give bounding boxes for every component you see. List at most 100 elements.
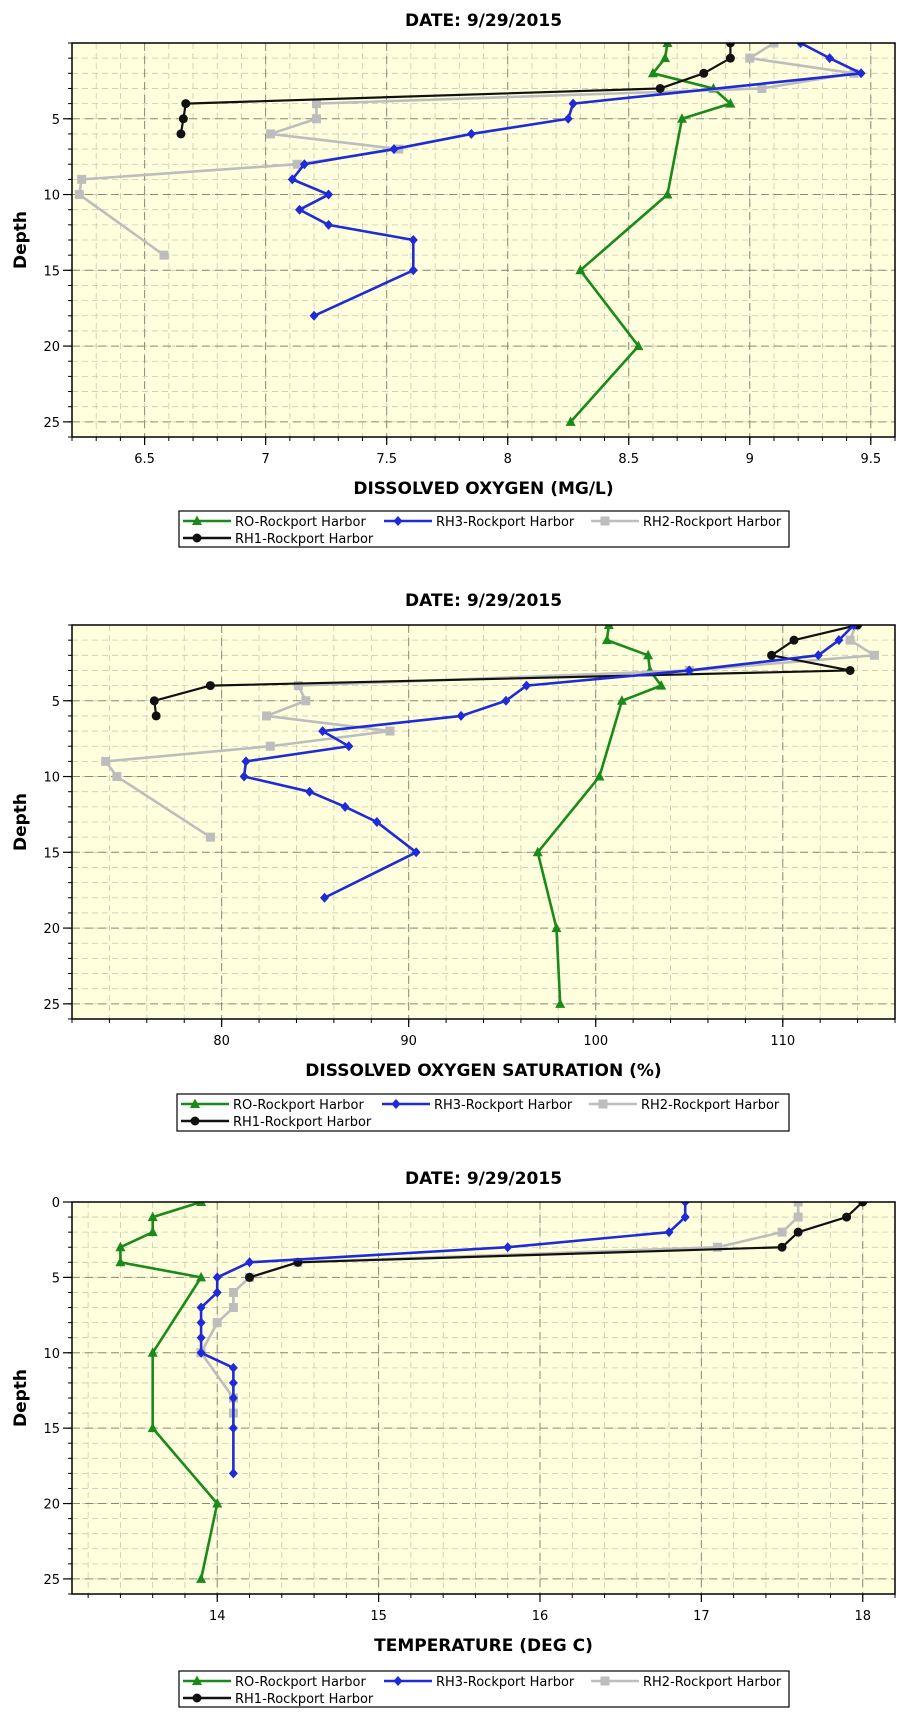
data-point (662, 189, 673, 199)
legend-item-rh2: RH2-Rockport Harbor (591, 515, 782, 530)
legend-item-rh1: RH1-Rockport Harbor (183, 1692, 374, 1707)
x-tick-label: 17 (693, 1609, 710, 1624)
data-point (324, 189, 334, 200)
data-point (239, 771, 249, 782)
legend-swatch-marker (190, 1116, 200, 1126)
data-point (601, 634, 612, 645)
legend-swatch-marker (192, 1693, 202, 1703)
legend-label: RH2-Rockport Harbor (643, 515, 782, 530)
data-point (196, 1317, 206, 1328)
legend-label: RO-Rockport Harbor (233, 1098, 364, 1113)
legend-swatch-marker (600, 516, 610, 526)
data-point (845, 635, 855, 645)
legend-label: RH2-Rockport Harbor (643, 1675, 782, 1690)
chart-1: DATE: 9/29/2015 6.5 7 7.5 8 8.5 9 9.5 5 10 15 20 25 D… (11, 11, 896, 548)
data-point (656, 680, 667, 690)
legend-label: RH3-Rockport Harbor (436, 1675, 575, 1690)
data-point (196, 1347, 206, 1358)
data-point (813, 650, 823, 661)
data-point (408, 235, 418, 245)
series-rh1 (176, 43, 735, 139)
x-axis-label: TEMPERATURE (DEG C) (374, 1636, 593, 1656)
legend-item-rh3: RH3-Rockport Harbor (384, 1675, 575, 1690)
data-point (532, 846, 543, 857)
series-rh2 (101, 625, 879, 842)
data-point (501, 695, 511, 706)
series-line (199, 1202, 687, 1474)
series-rh2 (74, 43, 859, 260)
data-point (318, 726, 328, 737)
data-point (147, 1422, 158, 1433)
data-point (842, 1212, 852, 1222)
x-tick-label: 14 (209, 1609, 226, 1624)
data-point (101, 756, 111, 766)
data-point (324, 219, 334, 230)
data-point (385, 726, 395, 736)
y-tick-label: 5 (52, 113, 60, 128)
data-point (147, 1211, 158, 1222)
legend-swatch-marker (190, 1098, 200, 1108)
y-tick-label: 25 (43, 1573, 60, 1588)
data-point (825, 53, 835, 64)
data-point (340, 801, 350, 812)
series-line (242, 625, 855, 899)
data-point (633, 340, 644, 351)
legend-item-ro: RO-Rockport Harbor (181, 1098, 364, 1113)
data-point (522, 680, 532, 691)
series-rh3 (287, 43, 866, 321)
data-point (603, 625, 614, 629)
x-tick-label: 80 (213, 1034, 230, 1049)
legend-label: RO-Rockport Harbor (235, 1675, 366, 1690)
chart-title: DATE: 9/29/2015 (405, 11, 562, 31)
data-point (680, 1212, 690, 1223)
y-tick-label: 15 (43, 1422, 60, 1437)
data-point (245, 1257, 255, 1268)
data-point (745, 53, 755, 63)
series-rh3 (239, 625, 859, 903)
data-point (151, 711, 161, 721)
series-line (536, 625, 663, 1004)
data-point (178, 114, 188, 124)
data-point (575, 264, 586, 275)
data-point (147, 1347, 158, 1357)
data-point (662, 43, 673, 47)
data-point (793, 1227, 803, 1237)
data-point (793, 1202, 803, 1207)
data-point (793, 1212, 803, 1222)
data-point (299, 159, 309, 170)
data-point (594, 771, 605, 781)
data-point (858, 1202, 868, 1207)
legend: RO-Rockport Harbor RH3-Rockport Harbor RH2… (178, 510, 790, 548)
data-point (311, 114, 321, 124)
data-point (767, 650, 777, 660)
chart-3: DATE: 9/29/2015 14 15 16 17 18 0 5 10 15 20 25 TEMPE… (11, 1169, 896, 1708)
data-point (149, 696, 159, 706)
data-point (680, 1202, 690, 1207)
legend: RO-Rockport Harbor RH3-Rockport Harbor RH2… (178, 1670, 790, 1708)
data-point (147, 1226, 158, 1237)
legend-item-rh3: RH3-Rockport Harbor (384, 515, 575, 530)
legend-swatch-marker (600, 1676, 610, 1686)
legend: RO-Rockport Harbor RH3-Rockport Harbor RH2… (176, 1093, 790, 1132)
legend-swatch-marker (393, 516, 403, 526)
legend-box (178, 1670, 790, 1708)
data-point (228, 1393, 238, 1403)
data-point (849, 625, 859, 630)
x-tick-label: 8.5 (618, 452, 639, 467)
data-point (205, 832, 215, 842)
data-point (159, 250, 169, 260)
data-point (295, 204, 305, 215)
data-point (241, 756, 251, 767)
y-tick-label: 10 (43, 771, 60, 786)
data-point (212, 1318, 222, 1328)
series-line (569, 43, 732, 423)
legend-label: RH3-Rockport Harbor (436, 515, 575, 530)
data-point (411, 847, 421, 858)
x-tick-label: 6.5 (134, 452, 155, 467)
data-point (466, 128, 476, 139)
data-point (265, 129, 275, 139)
data-point (301, 696, 311, 706)
legend-label: RH3-Rockport Harbor (434, 1098, 573, 1113)
data-point (408, 265, 418, 276)
chart-title: DATE: 9/29/2015 (405, 1169, 562, 1189)
